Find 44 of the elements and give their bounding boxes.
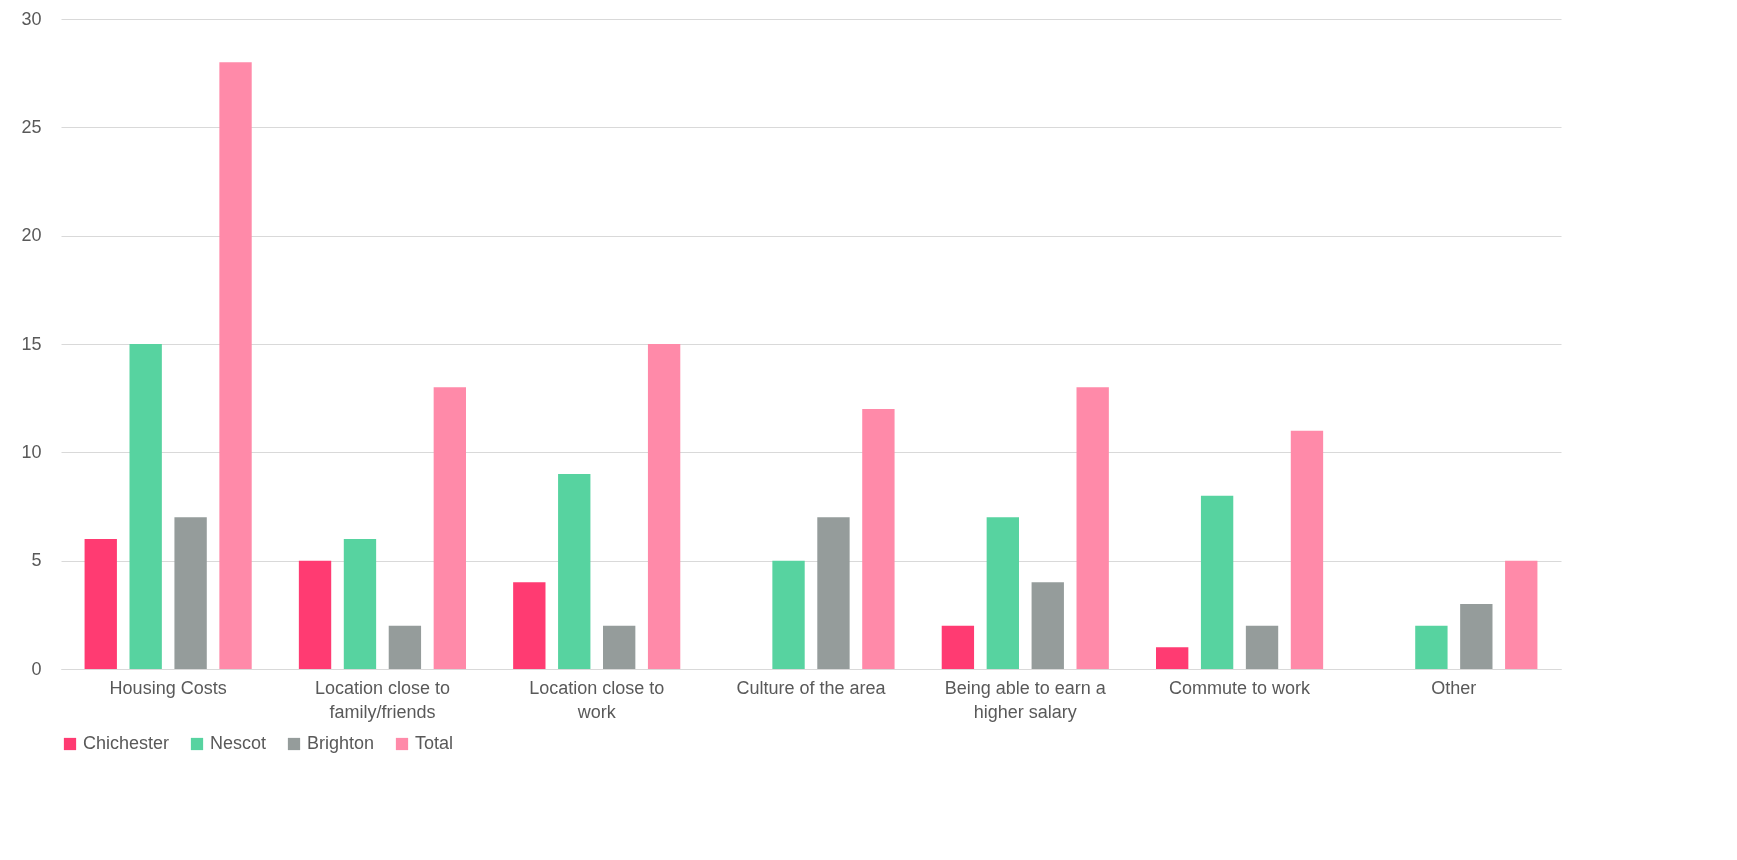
y-tick-label: 15 [21,333,42,354]
legend-label: Brighton [307,733,375,753]
bar [647,344,681,669]
bar [1076,387,1109,669]
bar [603,625,636,669]
y-tick-label: 10 [21,441,42,462]
bar [772,560,805,669]
x-tick-label: Location close to work [529,677,665,722]
x-tick-label: Being able to earn a higher salary [944,677,1107,722]
bar [433,387,466,669]
legend-label: Total [415,733,454,753]
bar [513,582,546,669]
bar [343,539,377,669]
bar [388,625,422,669]
x-tick-label: Culture of the area [736,677,887,698]
legend-label: Chichester [83,733,170,753]
bar [298,560,332,669]
y-tick-label: 5 [31,550,42,571]
x-tick-label: Location close to family/friends [314,677,450,722]
bar [1505,560,1538,669]
bar [84,539,117,669]
x-tick-label: Housing Costs [109,677,227,698]
bar [941,625,975,669]
bar [174,517,207,669]
bar [1460,604,1493,669]
bar [1290,430,1324,669]
y-tick-label: 30 [21,8,42,29]
bar [817,517,850,669]
bar [862,409,895,669]
bar [219,62,252,669]
legend-label: Nescot [210,733,267,753]
bar [1156,647,1189,669]
y-tick-label: 0 [31,658,42,679]
bar [558,474,591,669]
bar [1245,625,1279,669]
bar [986,517,1019,669]
bar [1415,625,1448,669]
y-tick-label: 25 [21,116,42,137]
y-tick-label: 20 [21,225,42,246]
x-tick-label: Other [1431,677,1477,698]
bar [129,344,162,669]
x-tick-label: Commute to work [1169,677,1312,698]
bar [1200,495,1234,669]
bar [1031,582,1064,669]
